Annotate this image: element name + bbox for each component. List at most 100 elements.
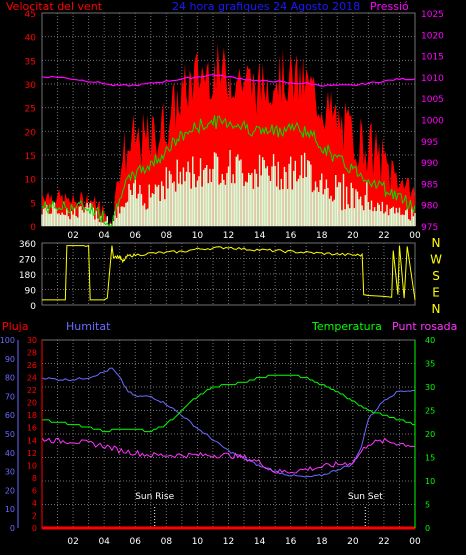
temp-x-tick-label: 02 [67, 537, 78, 547]
wind-x-tick-label: 22 [378, 231, 389, 241]
rain-tick-label: 0 [32, 524, 37, 533]
humidity-tick-label: 60 [5, 411, 15, 420]
temp-tick-label: 40 [425, 336, 435, 345]
wind-x-tick-label: 00 [409, 231, 421, 241]
temp-tick-label: 15 [425, 454, 435, 463]
rain-tick-label: 6 [32, 486, 37, 495]
temp-series [41, 367, 416, 530]
rain-tick-label: 26 [27, 361, 37, 370]
temp-x-tick-label: 12 [223, 537, 234, 547]
compass-letter: N [432, 236, 441, 250]
wind-tick-label: 20 [25, 128, 37, 138]
humidity-label: Humitat [66, 320, 111, 333]
wind-x-tick-label: 18 [316, 231, 328, 241]
dew-point-line [41, 437, 416, 474]
rain-tick-label: 4 [32, 499, 37, 508]
wind-x-tick-label: 14 [254, 231, 266, 241]
wind-x-tick-label: 02 [67, 231, 78, 241]
compass-letter: S [432, 269, 440, 283]
wind-tick-label: 25 [25, 105, 36, 115]
temp-x-tick-label: 14 [254, 537, 266, 547]
humidity-tick-label: 80 [5, 374, 15, 383]
sun-marker-label: Sun Rise [135, 492, 174, 502]
direction-tick-label: 0 [30, 302, 36, 312]
pressure-tick-label: 1020 [421, 31, 444, 41]
sun-annotations: Sun Rise Sun Set [135, 492, 383, 528]
humidity-tick-label: 100 [0, 336, 15, 345]
wind-tick-label: 30 [25, 81, 37, 91]
temp-tick-label: 5 [425, 501, 430, 510]
compass-letter: E [432, 286, 440, 300]
temp-tick-label: 10 [425, 477, 435, 486]
wind-direction-line [42, 244, 416, 301]
wind-x-tick-label: 12 [223, 231, 234, 241]
temp-x-tick-label: 10 [192, 537, 204, 547]
humidity-tick-label: 10 [5, 505, 15, 514]
temperature-label: Temperatura [311, 320, 382, 333]
wind-x-tick-label: 08 [161, 231, 173, 241]
humidity-tick-label: 70 [5, 392, 15, 401]
pressure-tick-label: 1005 [421, 95, 444, 105]
rain-tick-label: 12 [27, 449, 37, 458]
humidity-tick-label: 20 [5, 486, 15, 495]
wind-avg-line [41, 115, 416, 227]
direction-tick-label: 360 [19, 240, 36, 250]
temp-grid [42, 340, 415, 528]
wind-ticks: 0510152025303540459759809859909951000100… [25, 10, 445, 241]
temp-x-tick-label: 00 [409, 537, 421, 547]
pressure-tick-label: 1025 [421, 10, 444, 20]
sun-marker-label: Sun Set [348, 492, 383, 502]
wind-tick-label: 0 [30, 223, 36, 233]
compass-letter: N [432, 302, 441, 316]
direction-grid [42, 243, 415, 305]
wind-tick-label: 10 [25, 176, 37, 186]
wind-axis-label: Velocitat del vent [6, 0, 103, 13]
rain-tick-label: 22 [27, 386, 37, 395]
rain-tick-label: 30 [27, 336, 37, 345]
rain-tick-label: 18 [27, 411, 37, 420]
temp-tick-label: 35 [425, 360, 435, 369]
pressure-tick-label: 995 [421, 138, 438, 148]
wind-series [41, 43, 416, 227]
temp-tick-label: 25 [425, 407, 435, 416]
compass-letter: W [430, 253, 442, 267]
pressure-axis-label: Pressió [370, 0, 409, 13]
temp-x-tick-label: 16 [285, 537, 297, 547]
humidity-tick-label: 50 [5, 430, 15, 439]
rain-tick-label: 14 [27, 436, 37, 445]
wind-pressure-panel: 0510152025303540459759809859909951000100… [6, 0, 444, 241]
temp-x-tick-label: 22 [378, 537, 389, 547]
pressure-tick-label: 990 [421, 159, 438, 169]
humidity-tick-label: 40 [5, 449, 15, 458]
chart-title: 24 hora grafiques 24 Agosto 2018 [172, 0, 360, 13]
direction-tick-label: 270 [19, 256, 36, 266]
wind-tick-label: 45 [25, 10, 36, 20]
rain-tick-label: 16 [27, 424, 37, 433]
temp-x-tick-label: 06 [130, 537, 142, 547]
wind-tick-label: 40 [25, 34, 37, 44]
wind-tick-label: 5 [30, 199, 36, 209]
temp-x-tick-label: 04 [98, 537, 110, 547]
pressure-line [41, 74, 416, 87]
wind-tick-label: 15 [25, 152, 36, 162]
wind-x-tick-label: 06 [130, 231, 142, 241]
pressure-tick-label: 1010 [421, 74, 444, 84]
wind-x-tick-label: 10 [192, 231, 204, 241]
direction-tick-label: 90 [25, 287, 37, 297]
temp-tick-label: 20 [425, 430, 435, 439]
rain-tick-label: 8 [32, 474, 37, 483]
pressure-tick-label: 980 [421, 202, 438, 212]
temp-x-tick-label: 18 [316, 537, 328, 547]
direction-ticks: 0 90 180 270 360 [19, 240, 36, 312]
dew-point-label: Punt rosada [392, 320, 457, 333]
temperature-line [42, 374, 415, 433]
wind-x-tick-label: 20 [347, 231, 359, 241]
humidity-tick-label: 90 [5, 355, 15, 364]
rain-tick-label: 2 [32, 511, 37, 520]
temp-tick-label: 30 [425, 383, 435, 392]
temp-ticks: 0 5 10 15 20 25 30 35 4 00 10 20 30 40 50 60 70 80 90 100 02… [0, 336, 435, 547]
pressure-tick-label: 1000 [421, 117, 444, 127]
direction-tick-label: 180 [19, 271, 36, 281]
